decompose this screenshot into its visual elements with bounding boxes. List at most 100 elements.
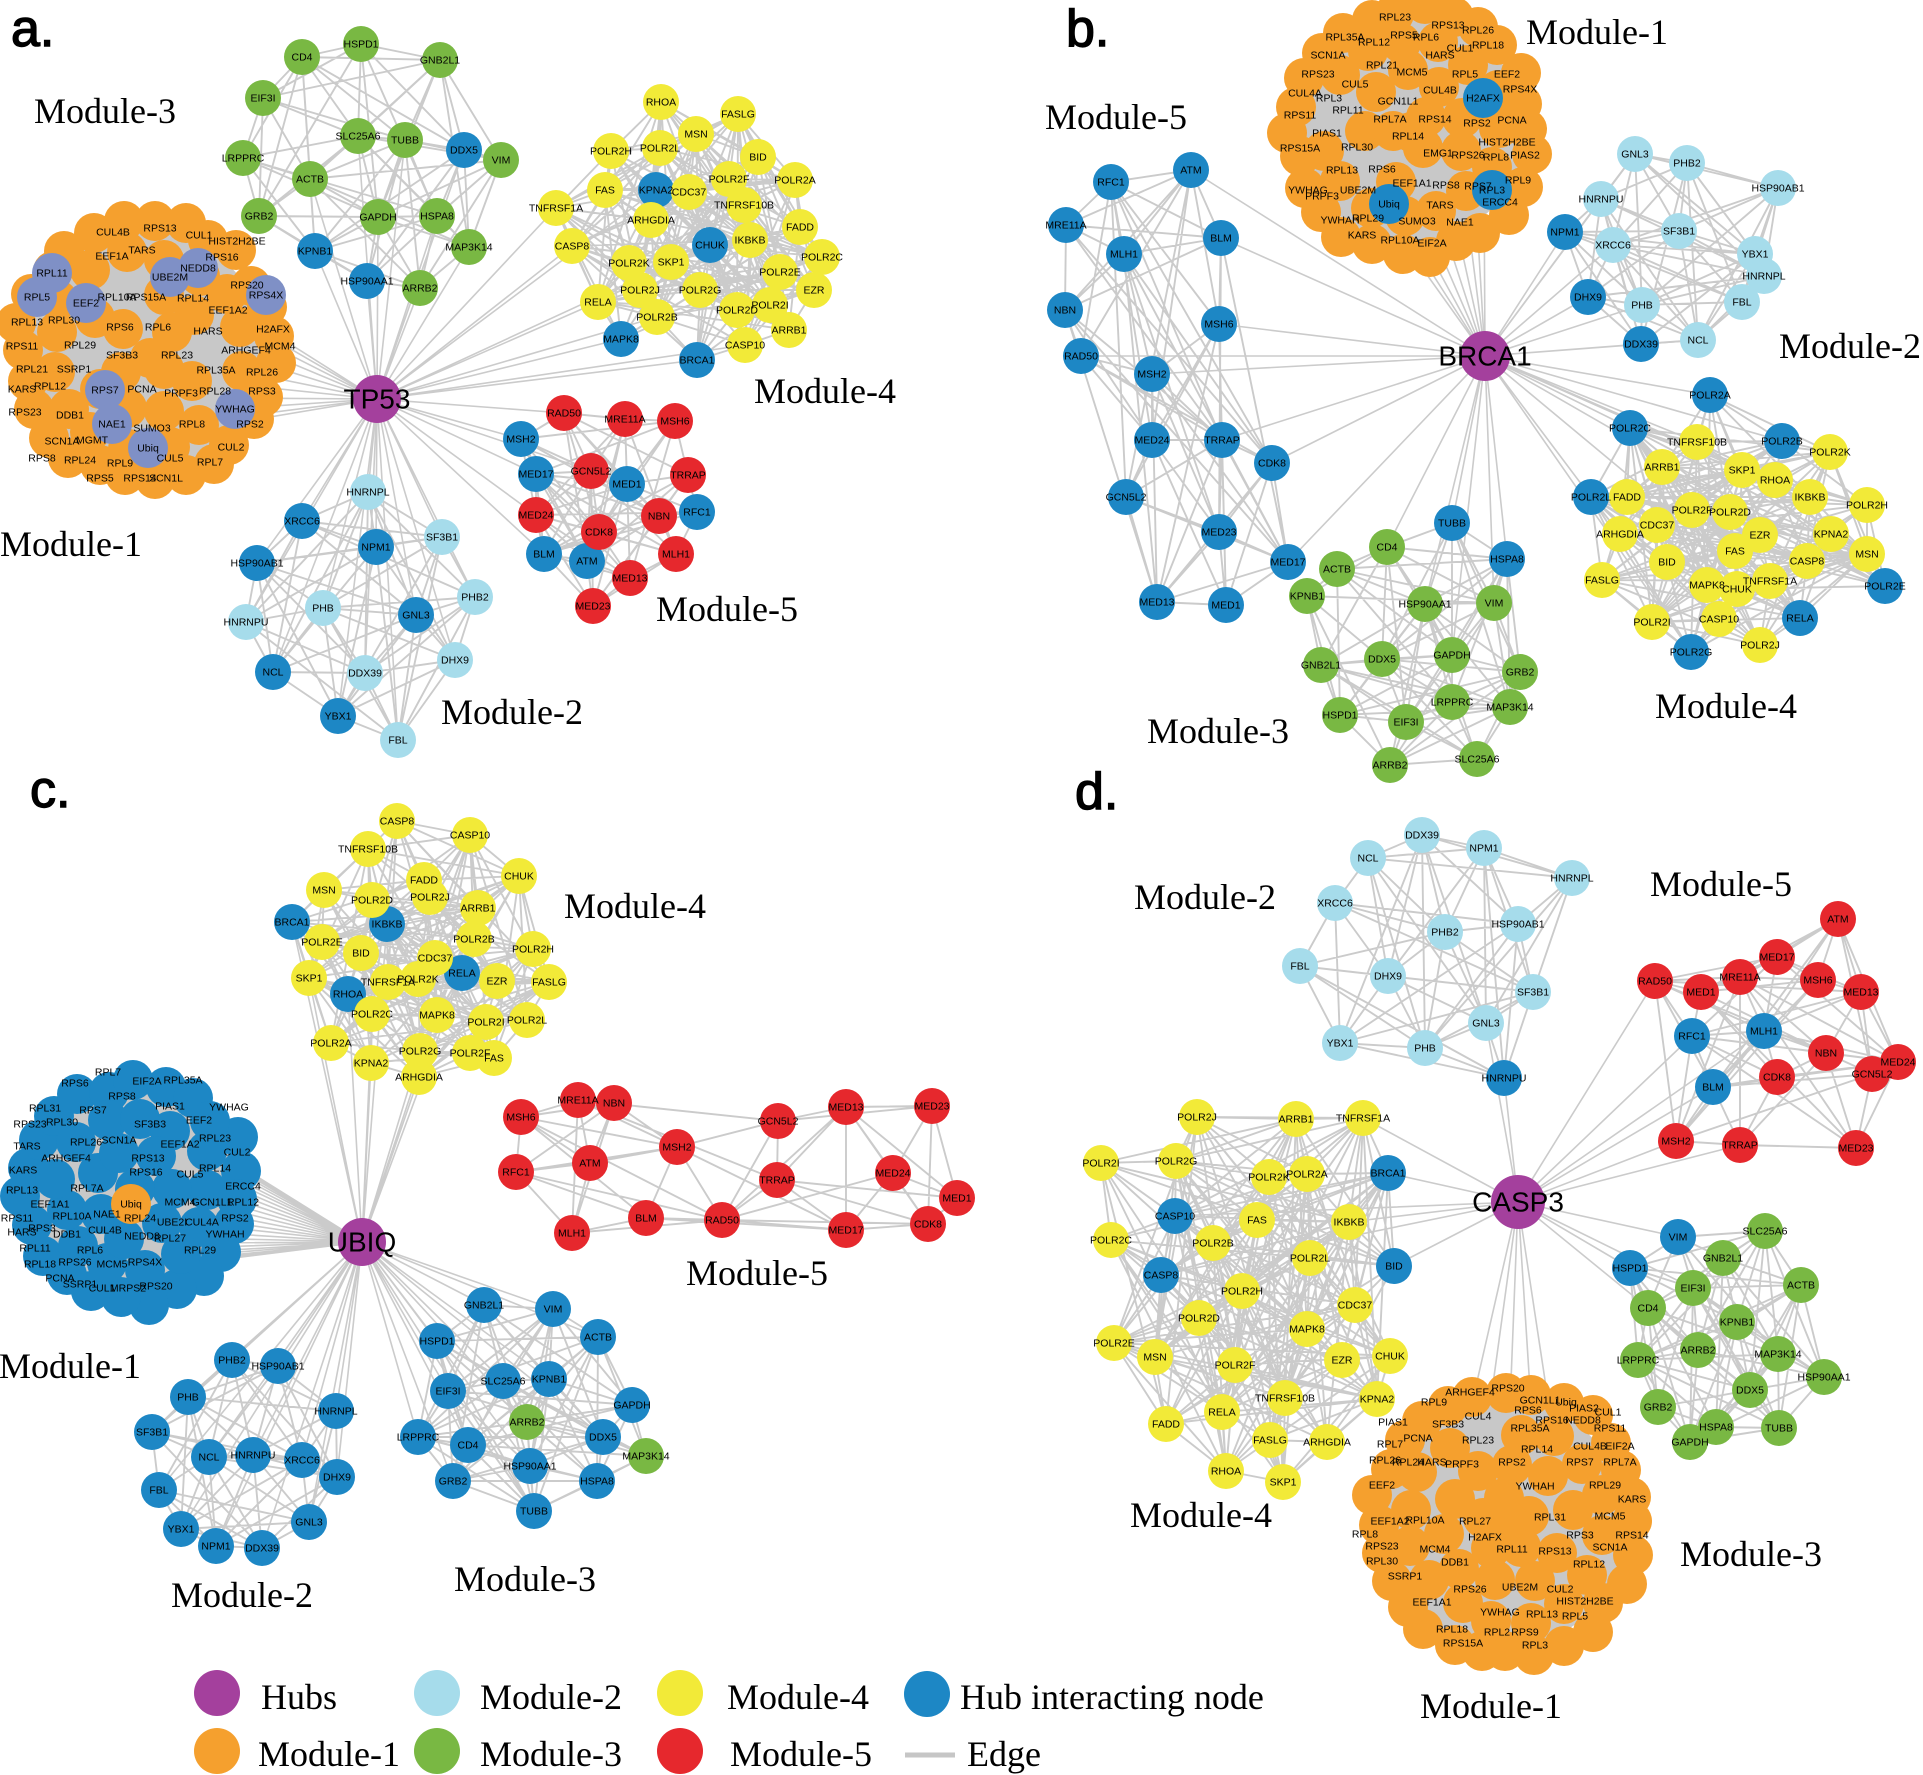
svg-text:BRCA1: BRCA1: [1438, 341, 1531, 372]
svg-text:Ubiq: Ubiq: [1378, 199, 1400, 211]
svg-text:POLR2J: POLR2J: [1177, 1112, 1217, 1124]
svg-text:RPS11: RPS11: [1, 1213, 34, 1225]
svg-text:SCN1A: SCN1A: [1592, 1542, 1627, 1554]
svg-text:RPS9: RPS9: [1511, 1627, 1539, 1639]
svg-text:RPL31: RPL31: [1534, 1512, 1566, 1524]
svg-text:PIAS1: PIAS1: [1312, 128, 1342, 140]
svg-text:POLR2C: POLR2C: [1090, 1235, 1132, 1247]
svg-text:RPS2: RPS2: [236, 419, 264, 431]
svg-text:RELA: RELA: [448, 968, 475, 980]
svg-text:RPL3: RPL3: [1522, 1640, 1548, 1652]
svg-text:RPL24: RPL24: [64, 455, 96, 467]
svg-text:HNRNPU: HNRNPU: [224, 617, 269, 629]
svg-text:RPL29: RPL29: [184, 1245, 216, 1257]
svg-text:ERCC4: ERCC4: [1482, 197, 1518, 209]
svg-text:CDK8: CDK8: [1763, 1072, 1791, 1084]
svg-text:CDK8: CDK8: [585, 527, 613, 539]
svg-text:VIM: VIM: [1669, 1232, 1688, 1244]
svg-text:GCN5L2: GCN5L2: [571, 466, 612, 478]
svg-text:ARRB1: ARRB1: [1278, 1114, 1313, 1126]
svg-text:FBL: FBL: [1290, 961, 1309, 973]
svg-text:Module-5: Module-5: [1650, 864, 1792, 904]
svg-text:Module-4: Module-4: [1655, 686, 1797, 726]
svg-text:MED1: MED1: [612, 479, 641, 491]
svg-text:RPL29: RPL29: [64, 340, 96, 352]
svg-text:POLR2K: POLR2K: [1248, 1172, 1289, 1184]
svg-text:EEF1A2: EEF1A2: [1370, 1516, 1409, 1528]
svg-text:MED13: MED13: [1843, 987, 1878, 999]
svg-text:Module-4: Module-4: [727, 1677, 869, 1717]
svg-text:ARRB2: ARRB2: [1372, 760, 1407, 772]
svg-text:VIM: VIM: [1485, 598, 1504, 610]
svg-text:CUL1: CUL1: [186, 230, 213, 242]
svg-text:RPS26: RPS26: [58, 1257, 91, 1269]
svg-text:HSP90AB1: HSP90AB1: [1751, 183, 1804, 195]
svg-text:TP53: TP53: [344, 384, 411, 415]
svg-text:POLR2B: POLR2B: [453, 934, 494, 946]
svg-text:ARHGDIA: ARHGDIA: [1596, 529, 1644, 541]
svg-text:BLM: BLM: [1210, 233, 1232, 245]
svg-text:POLR2D: POLR2D: [1709, 507, 1751, 519]
svg-text:EEF2: EEF2: [73, 298, 99, 310]
svg-text:CASP10: CASP10: [1155, 1211, 1195, 1223]
svg-text:POLR2B: POLR2B: [1192, 1238, 1233, 1250]
svg-text:HNRNPL: HNRNPL: [1742, 271, 1785, 283]
svg-text:ARRB2: ARRB2: [402, 283, 437, 295]
svg-text:DDX39: DDX39: [1624, 339, 1658, 351]
svg-text:PIAS2: PIAS2: [1510, 150, 1540, 162]
svg-text:POLR2D: POLR2D: [716, 305, 758, 317]
svg-text:NPM1: NPM1: [1469, 843, 1498, 855]
svg-text:SKP1: SKP1: [296, 973, 323, 985]
svg-text:CASP8: CASP8: [380, 816, 415, 828]
svg-text:FADD: FADD: [410, 875, 438, 887]
svg-text:BRCA1: BRCA1: [274, 917, 309, 929]
svg-text:BRCA1: BRCA1: [679, 355, 714, 367]
svg-text:TNFRSF10B: TNFRSF10B: [1667, 437, 1727, 449]
svg-text:ARRB1: ARRB1: [1644, 462, 1679, 474]
svg-text:RPL9: RPL9: [107, 458, 133, 470]
svg-text:TNFRSF1A: TNFRSF1A: [1336, 1113, 1390, 1125]
svg-text:MSH6: MSH6: [1204, 319, 1233, 331]
svg-text:Ubiq: Ubiq: [137, 443, 159, 455]
svg-text:HSP90AB1: HSP90AB1: [230, 558, 283, 570]
svg-text:HNRNPU: HNRNPU: [1579, 194, 1624, 206]
svg-text:DDX5: DDX5: [1368, 654, 1396, 666]
svg-text:TARS: TARS: [13, 1141, 40, 1153]
svg-text:RPS2: RPS2: [221, 1213, 249, 1225]
svg-text:GCN1L1: GCN1L1: [1378, 96, 1419, 108]
svg-text:RPL12: RPL12: [1358, 37, 1390, 49]
svg-text:MED13: MED13: [1139, 597, 1174, 609]
svg-text:RFC1: RFC1: [683, 507, 711, 519]
svg-text:PHB: PHB: [1631, 300, 1653, 312]
svg-text:RPL6: RPL6: [145, 322, 171, 334]
svg-text:POLR2G: POLR2G: [679, 285, 722, 297]
svg-text:GAPDH: GAPDH: [1433, 650, 1470, 662]
svg-text:FASLG: FASLG: [1253, 1435, 1287, 1447]
svg-text:BRCA1: BRCA1: [1370, 1168, 1405, 1180]
svg-text:Module-4: Module-4: [1130, 1495, 1272, 1535]
svg-text:VIM: VIM: [544, 1304, 563, 1316]
svg-text:MCM4: MCM4: [265, 341, 296, 353]
svg-text:CASP8: CASP8: [1144, 1270, 1179, 1282]
svg-text:GNB2L1: GNB2L1: [464, 1300, 504, 1312]
svg-text:RPS20: RPS20: [139, 1281, 172, 1293]
svg-text:RPL14: RPL14: [1392, 131, 1424, 143]
svg-text:UBIQ: UBIQ: [328, 1227, 396, 1258]
svg-text:Module-3: Module-3: [480, 1734, 622, 1774]
svg-text:EIF3I: EIF3I: [1680, 1283, 1705, 1295]
svg-text:Module-3: Module-3: [34, 91, 176, 131]
svg-text:SF3B3: SF3B3: [134, 1119, 166, 1131]
svg-text:RPL7A: RPL7A: [1373, 114, 1406, 126]
svg-text:RELA: RELA: [1208, 1407, 1235, 1419]
svg-text:RPS23: RPS23: [1301, 69, 1334, 81]
svg-text:MSH6: MSH6: [660, 416, 689, 428]
svg-text:GNB2L1: GNB2L1: [1301, 660, 1341, 672]
svg-text:RPL12: RPL12: [1573, 1559, 1605, 1571]
svg-text:RHOA: RHOA: [1760, 475, 1790, 487]
svg-text:RPS7: RPS7: [1566, 1457, 1594, 1469]
svg-text:FBL: FBL: [388, 735, 407, 747]
svg-text:MLH1: MLH1: [1750, 1026, 1778, 1038]
svg-text:UBE2M: UBE2M: [1340, 185, 1376, 197]
svg-text:DDB1: DDB1: [1441, 1557, 1469, 1569]
svg-text:RPS7: RPS7: [79, 1105, 107, 1117]
